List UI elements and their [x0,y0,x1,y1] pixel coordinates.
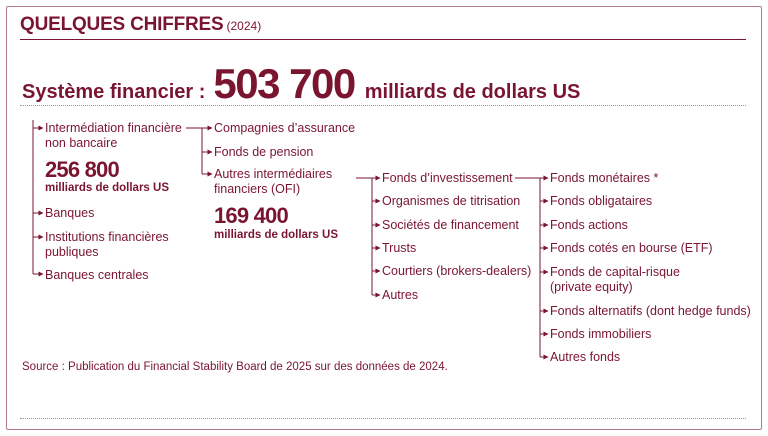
node-broker-dealers: Courtiers (brokers-dealers) [382,264,532,278]
node-securitisation: Organismes de titrisation [382,194,521,208]
node-others: Autres [382,288,419,302]
node-bond-funds: Fonds obligataires [550,194,653,208]
node-nbfi-line1: Intermédiation financière [45,121,182,135]
node-banks: Banques [45,206,95,220]
total-value: 503 700 [213,60,356,107]
node-equity-funds: Fonds actions [550,218,628,232]
section-header: QUELQUES CHIFFRES (2024) [20,14,261,36]
dotted-divider-top [20,105,746,106]
node-public-inst-line1: Institutions financières [45,230,169,244]
node-venture-capital-line2: (private equity) [550,280,633,294]
node-ofi-line1: Autres intermédiaires [214,167,333,181]
node-money-market-funds: Fonds monétaires * [550,171,659,185]
card-frame [6,6,762,430]
node-alternative-funds: Fonds alternatifs (dont hedge funds) [550,304,751,318]
nbfi-unit: milliards de dollars US [45,182,169,194]
header-rule [20,39,746,40]
total-unit: milliards de dollars US [364,81,581,103]
node-pension: Fonds de pension [214,145,314,159]
dotted-divider-bottom [20,418,746,419]
section-title: QUELQUES CHIFFRES [20,14,224,35]
node-insurance: Compagnies d’assurance [214,121,356,135]
node-venture-capital-line1: Fonds de capital-risque [550,265,680,279]
node-real-estate-funds: Fonds immobiliers [550,327,652,341]
node-ofi-line2: financiers (OFI) [214,182,301,196]
node-public-inst-line2: publiques [45,245,99,259]
node-nbfi-line2: non bancaire [45,136,118,150]
node-other-funds: Autres fonds [550,350,621,364]
ofi-value: 169 400 [214,203,289,228]
section-year: (2024) [226,19,262,33]
source-note: Source : Publication du Financial Stabil… [22,361,448,373]
node-finance-companies: Sociétés de financement [382,218,519,232]
node-etf: Fonds cotés en bourse (ETF) [550,241,713,255]
nbfi-value: 256 800 [45,157,120,182]
total-line: Système financier : 503 700 milliards de d… [22,60,580,108]
node-central-banks: Banques centrales [45,268,149,282]
node-trusts: Trusts [382,241,417,255]
ofi-unit: milliards de dollars US [214,229,338,241]
total-label: Système financier : [22,81,206,103]
node-investment-funds: Fonds d’investissement [382,171,513,185]
